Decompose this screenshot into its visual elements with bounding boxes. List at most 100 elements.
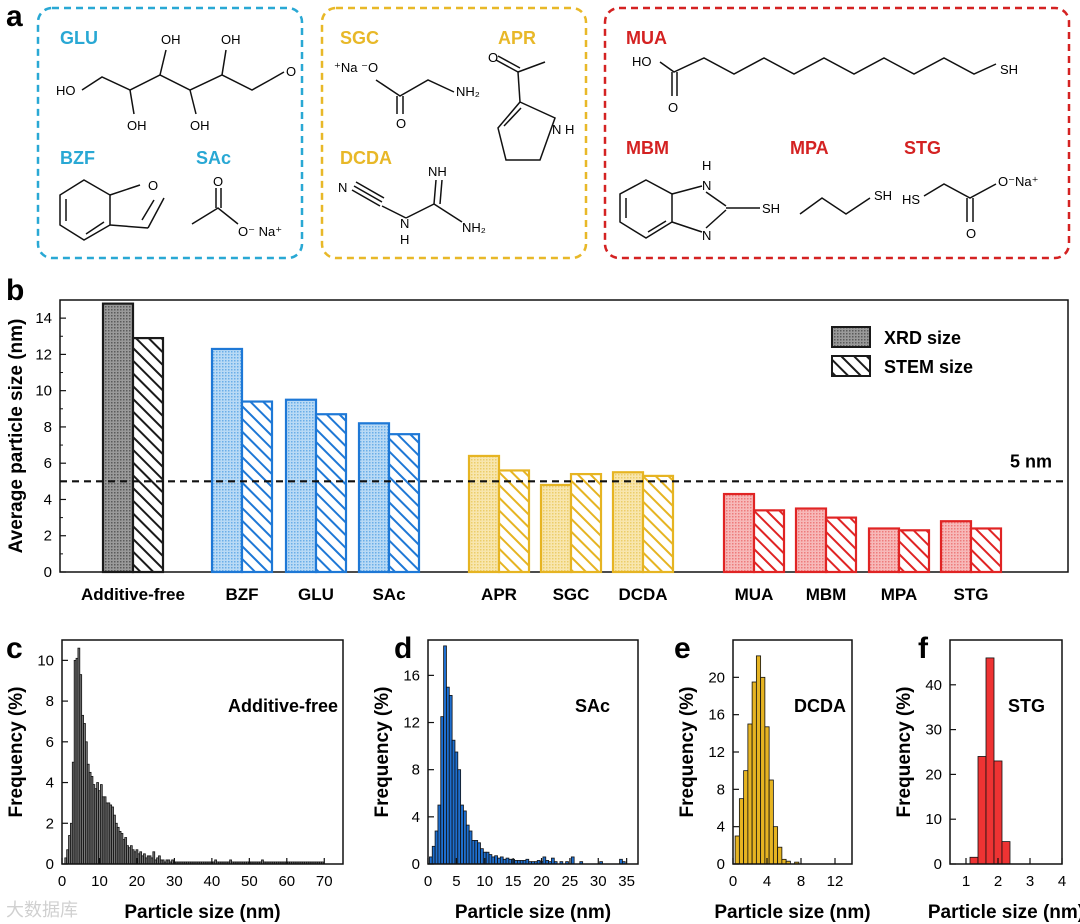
x-tick-label: 2 xyxy=(994,873,1002,890)
x-tick-label: 20 xyxy=(129,873,146,890)
y-tick-label-b: 10 xyxy=(35,383,52,400)
atom-sac-o: O xyxy=(213,174,223,189)
label-mua: MUA xyxy=(626,28,667,48)
bar-xrd-dcda xyxy=(611,471,645,574)
x-category-label-b: MUA xyxy=(735,585,774,604)
histogram-bar xyxy=(457,769,462,865)
histogram-bar xyxy=(743,770,749,865)
bar-xrd-apr xyxy=(467,454,501,574)
atom-sac-ona: O⁻ Na⁺ xyxy=(238,224,282,239)
label-apr: APR xyxy=(498,28,536,48)
x-category-label-b: STG xyxy=(954,585,989,604)
panel-label-a: a xyxy=(6,0,23,33)
histogram-bar xyxy=(437,804,442,865)
bar-chart-b: 0 2 4 6 8 10 12 14 Average particle size (nm) Add… xyxy=(6,299,1069,604)
bar-xrd-sac xyxy=(357,422,391,574)
histogram-bar xyxy=(440,716,445,865)
histogram-bar xyxy=(443,645,447,865)
y-tick-label: 4 xyxy=(412,809,420,826)
y-tick-label: 10 xyxy=(925,811,942,828)
atom-sgc-nh2: NH₂ xyxy=(456,84,480,99)
y-tick-label: 20 xyxy=(925,766,942,783)
series-label: SAc xyxy=(575,696,610,716)
label-bzf: BZF xyxy=(60,148,95,168)
structure-dcda xyxy=(351,179,463,223)
atom-mua-sh: SH xyxy=(1000,62,1018,77)
y-tick-label: 12 xyxy=(403,715,420,732)
panel-b: b 0 2 4 6 8 10 12 14 Average particle size (nm) A… xyxy=(6,274,1069,604)
structure-mua xyxy=(659,57,997,96)
y-tick-label-b: 6 xyxy=(44,455,52,472)
bar-stem-mpa xyxy=(897,529,931,574)
histogram-bar xyxy=(734,835,740,865)
y-tick-label-b: 0 xyxy=(44,564,52,581)
histogram-c: 0 10 20 30 40 50 60 70 0 2 4 6 8 10 Particle size (nm)… xyxy=(6,639,344,923)
histogram-bar xyxy=(471,840,476,865)
x-category-label-b: SGC xyxy=(553,585,590,604)
panel-label-b: b xyxy=(6,274,24,307)
structure-stg xyxy=(923,183,997,222)
bar-xrd-mua xyxy=(722,492,756,574)
x-category-label-b: GLU xyxy=(298,585,334,604)
structure-bzf xyxy=(59,179,165,241)
histogram-bar xyxy=(751,681,757,865)
plot-frame xyxy=(949,639,1063,865)
plot-frame xyxy=(61,639,344,865)
label-mbm: MBM xyxy=(626,138,669,158)
histogram-bar xyxy=(451,739,456,865)
panel-label-c: c xyxy=(6,632,23,665)
series-label: DCDA xyxy=(794,696,846,716)
atom-dcda-nh2: NH₂ xyxy=(462,220,486,235)
structure-mpa xyxy=(799,197,871,215)
bar-stem-sgc xyxy=(569,472,603,574)
histogram-bar xyxy=(542,856,547,865)
histogram-bar xyxy=(468,830,473,865)
bar-xrd-additive-free xyxy=(101,302,135,574)
label-sgc: SGC xyxy=(340,28,379,48)
x-tick-label: 35 xyxy=(618,873,635,890)
atom-mbm-h: H xyxy=(702,158,711,173)
y-tick-label: 6 xyxy=(46,734,54,751)
bar-stem-mbm xyxy=(824,516,858,574)
y-tick-label: 0 xyxy=(412,856,420,873)
bar-stem-glu xyxy=(314,413,348,574)
atom-mbm-n2: N xyxy=(702,228,711,243)
legend-swatch-xrd xyxy=(831,326,871,348)
y-tick-label: 0 xyxy=(717,856,725,873)
label-sac: SAc xyxy=(196,148,231,168)
bar-stem-dcda xyxy=(641,474,675,574)
atom-glu-o: O xyxy=(286,64,296,79)
panel-d: d 0 5 10 15 20 25 30 35 0 4 8 12 16 Particle size (nm… xyxy=(372,632,639,923)
x-tick-label: 30 xyxy=(590,873,607,890)
x-category-label-b: MPA xyxy=(881,585,918,604)
histogram-bar xyxy=(431,845,436,865)
histogram-bar xyxy=(499,856,504,865)
histogram-bar xyxy=(985,657,995,865)
y-tick-label: 0 xyxy=(46,856,54,873)
panel-label-f: f xyxy=(918,632,929,665)
x-category-label-b: MBM xyxy=(806,585,847,604)
bar-xrd-stg xyxy=(939,520,973,574)
y-tick-label: 4 xyxy=(717,819,725,836)
y-tick-label: 0 xyxy=(934,856,942,873)
histogram-bar xyxy=(448,695,453,865)
label-glu: GLU xyxy=(60,28,98,48)
histogram-bar xyxy=(465,824,470,865)
structure-apr xyxy=(495,55,556,161)
legend-label-xrd: XRD size xyxy=(884,328,961,348)
x-tick-label: 50 xyxy=(241,873,258,890)
y-axis-label: Frequency (%) xyxy=(372,687,393,818)
y-tick-label: 30 xyxy=(925,722,942,739)
panel-label-e: e xyxy=(674,632,691,665)
atom-glu-oh2: OH xyxy=(221,32,241,47)
histogram-bar xyxy=(738,798,745,865)
histogram-bar xyxy=(764,726,770,865)
histogram-bar xyxy=(474,840,479,865)
bar-xrd-mbm xyxy=(794,507,828,574)
x-category-label-b: SAc xyxy=(372,585,405,604)
x-tick-label: 0 xyxy=(729,873,737,890)
y-tick-label: 10 xyxy=(37,652,54,669)
atom-sgc-na: ⁺Na ⁻O xyxy=(334,60,378,75)
atom-dcda-h: H xyxy=(400,232,409,247)
histogram-bar xyxy=(1001,841,1011,865)
